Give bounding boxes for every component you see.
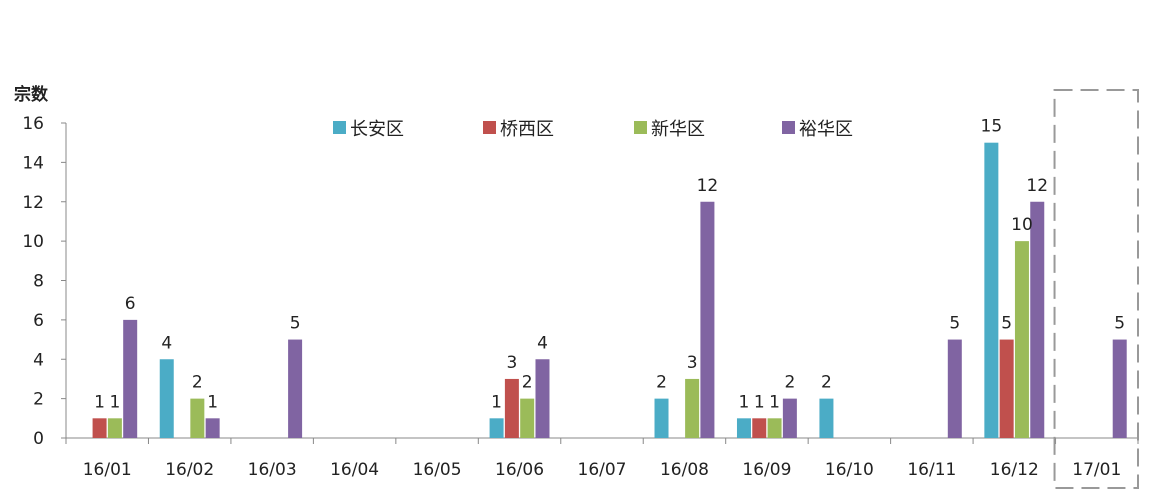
x-tick-label: 17/01 bbox=[1072, 460, 1121, 480]
bar bbox=[999, 339, 1014, 438]
y-tick-label: 4 bbox=[33, 350, 44, 370]
x-tick-label: 16/03 bbox=[248, 460, 297, 480]
data-label: 15 bbox=[981, 117, 1003, 137]
bar bbox=[782, 398, 797, 438]
data-label: 2 bbox=[656, 373, 667, 393]
bar bbox=[700, 201, 715, 438]
bar bbox=[92, 418, 107, 438]
x-tick-label: 16/02 bbox=[165, 460, 214, 480]
bar bbox=[767, 418, 782, 438]
bar bbox=[1014, 241, 1029, 438]
data-label: 2 bbox=[821, 373, 832, 393]
data-label: 5 bbox=[1001, 314, 1012, 334]
legend-item: 长安区 bbox=[333, 119, 404, 140]
data-label: 3 bbox=[687, 353, 698, 373]
data-label: 1 bbox=[739, 392, 750, 412]
bar bbox=[752, 418, 767, 438]
legend-swatch bbox=[483, 121, 496, 134]
bar bbox=[159, 359, 174, 438]
bar bbox=[288, 339, 303, 438]
bar bbox=[535, 359, 550, 438]
legend-item: 桥西区 bbox=[483, 119, 554, 140]
data-label: 6 bbox=[125, 294, 136, 314]
bar bbox=[1112, 339, 1127, 438]
data-label: 12 bbox=[697, 176, 719, 196]
data-label: 2 bbox=[192, 373, 203, 393]
y-axis-label: 宗数 bbox=[14, 84, 49, 105]
bar bbox=[489, 418, 504, 438]
legend-swatch bbox=[782, 121, 795, 134]
y-tick-label: 0 bbox=[33, 429, 44, 449]
legend-label: 桥西区 bbox=[500, 119, 554, 140]
y-tick-label: 2 bbox=[33, 390, 44, 410]
legend: 长安区 桥西区 新华区 裕华区 bbox=[333, 119, 853, 140]
data-label: 1 bbox=[94, 392, 105, 412]
y-tick-label: 10 bbox=[22, 232, 44, 252]
bar bbox=[107, 418, 122, 438]
legend-swatch bbox=[333, 121, 346, 134]
legend-swatch bbox=[634, 121, 647, 134]
y-tick-label: 14 bbox=[22, 153, 44, 173]
x-tick-label: 16/04 bbox=[330, 460, 379, 480]
data-label: 5 bbox=[1114, 314, 1125, 334]
bar bbox=[190, 398, 205, 438]
y-tick-label: 16 bbox=[22, 114, 44, 134]
y-tick-label: 6 bbox=[33, 311, 44, 331]
x-tick-label: 16/05 bbox=[413, 460, 462, 480]
data-label: 5 bbox=[949, 314, 960, 334]
legend-item: 新华区 bbox=[634, 119, 705, 140]
highlight-box-rect bbox=[1053, 89, 1139, 489]
bar bbox=[1030, 201, 1045, 438]
data-label: 4 bbox=[161, 333, 172, 353]
x-tick-label: 16/07 bbox=[578, 460, 627, 480]
bars bbox=[92, 142, 1127, 438]
x-tick-label: 16/12 bbox=[990, 460, 1039, 480]
x-tick-label: 16/11 bbox=[907, 460, 956, 480]
legend-label: 新华区 bbox=[651, 119, 705, 140]
bar bbox=[736, 418, 751, 438]
data-label: 4 bbox=[537, 333, 548, 353]
data-label: 12 bbox=[1026, 176, 1048, 196]
legend-item: 裕华区 bbox=[782, 119, 853, 140]
x-tick-label: 16/08 bbox=[660, 460, 709, 480]
data-label: 10 bbox=[1011, 215, 1033, 235]
x-tick-label: 16/10 bbox=[825, 460, 874, 480]
highlight-box bbox=[1053, 89, 1139, 489]
bar bbox=[205, 418, 220, 438]
bar bbox=[947, 339, 962, 438]
bar bbox=[520, 398, 535, 438]
legend-label: 长安区 bbox=[350, 119, 404, 140]
data-label: 3 bbox=[506, 353, 517, 373]
y-tick-label: 8 bbox=[33, 272, 44, 292]
data-label: 2 bbox=[784, 373, 795, 393]
y-tick-label: 12 bbox=[22, 193, 44, 213]
data-label: 1 bbox=[491, 392, 502, 412]
data-label: 1 bbox=[769, 392, 780, 412]
bar bbox=[685, 378, 700, 438]
data-label: 1 bbox=[109, 392, 120, 412]
x-tick-label: 16/01 bbox=[83, 460, 132, 480]
bar bbox=[984, 142, 999, 438]
bar bbox=[504, 378, 519, 438]
legend-label: 裕华区 bbox=[799, 119, 853, 140]
bar bbox=[123, 319, 138, 438]
bar bbox=[654, 398, 669, 438]
data-label: 5 bbox=[290, 314, 301, 334]
data-label: 1 bbox=[207, 392, 218, 412]
data-label: 2 bbox=[522, 373, 533, 393]
bar bbox=[819, 398, 834, 438]
x-tick-label: 16/09 bbox=[742, 460, 791, 480]
x-tick-label: 16/06 bbox=[495, 460, 544, 480]
data-label: 1 bbox=[754, 392, 765, 412]
